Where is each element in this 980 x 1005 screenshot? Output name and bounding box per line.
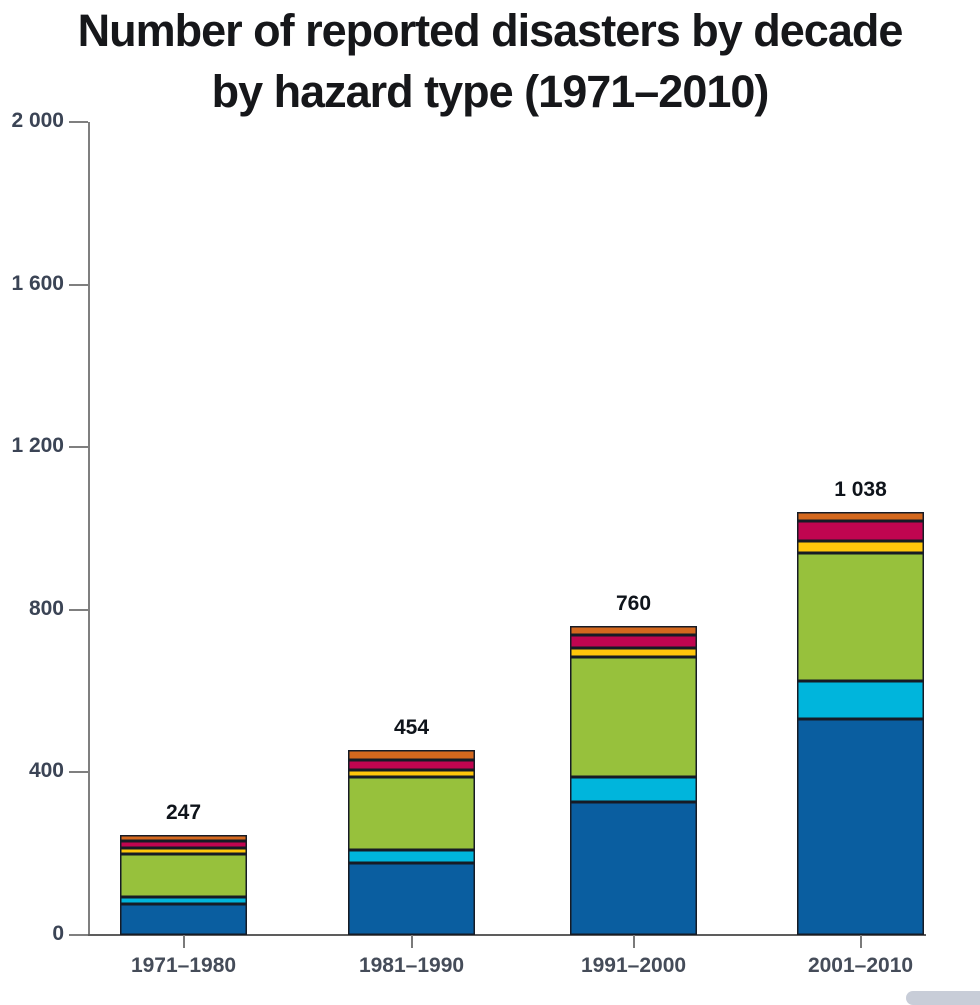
x-axis-line	[88, 934, 926, 936]
y-tick-label: 1 600	[11, 271, 64, 295]
bar-segment-green-segment	[348, 777, 475, 850]
bar-segment-dark-blue-segment	[570, 802, 697, 935]
bar-segment-yellow-segment	[797, 541, 924, 553]
x-tick-mark	[182, 935, 185, 948]
y-tick-mark	[69, 283, 88, 286]
bar-segment-cyan-segment	[120, 897, 247, 904]
bar-segment-dark-blue-segment	[797, 719, 924, 935]
x-tick-mark	[632, 935, 635, 948]
bar-segment-orange-segment	[348, 750, 475, 760]
bar-segment-cyan-segment	[348, 850, 475, 863]
bar-segment-yellow-segment	[120, 848, 247, 854]
bar-segment-green-segment	[570, 657, 697, 777]
bar-segment-cyan-segment	[570, 777, 697, 802]
bar-total-label: 247	[165, 801, 202, 824]
y-tick-mark	[69, 446, 88, 449]
y-tick-label: 1 200	[11, 434, 64, 458]
y-axis-line	[88, 122, 90, 935]
bottom-right-partial-element	[906, 991, 980, 1005]
y-tick-mark	[69, 934, 88, 936]
bar-segment-crimson-segment	[570, 635, 697, 648]
bar-segment-green-segment	[120, 854, 247, 897]
bar-segment-orange-segment	[120, 835, 247, 841]
y-tick-label: 800	[28, 596, 64, 620]
bar-segment-cyan-segment	[797, 681, 924, 719]
bar-segment-green-segment	[797, 553, 924, 681]
x-axis-label: 2001–2010	[807, 954, 914, 977]
chart-title-line1: Number of reported disasters by decade	[77, 5, 904, 56]
y-tick-label: 2 000	[11, 109, 64, 132]
bar-total-label: 760	[615, 592, 652, 615]
y-tick-label: 0	[52, 922, 64, 945]
bar-segment-orange-segment	[797, 512, 924, 521]
bar-segment-crimson-segment	[120, 841, 247, 848]
y-tick-mark	[69, 121, 88, 123]
x-axis-label: 1981–1990	[358, 954, 465, 977]
y-tick-mark	[69, 608, 88, 611]
x-axis-label: 1971–1980	[130, 954, 237, 977]
chart-title: Number of reported disasters by decade b…	[0, 0, 980, 122]
chart-title-line2: by hazard type (1971–2010)	[211, 66, 770, 117]
bar-segment-orange-segment	[570, 626, 697, 635]
x-tick-mark	[410, 935, 413, 948]
bar-segment-crimson-segment	[348, 760, 475, 770]
bar-segment-dark-blue-segment	[348, 863, 475, 935]
x-axis-label: 1991–2000	[580, 954, 687, 977]
bar-segment-yellow-segment	[348, 770, 475, 777]
y-tick-mark	[69, 771, 88, 774]
bar-segment-yellow-segment	[570, 648, 697, 657]
bar-total-label: 454	[393, 716, 430, 739]
bar-segment-dark-blue-segment	[120, 904, 247, 935]
y-tick-label: 400	[28, 759, 64, 783]
bar-total-label: 1 038	[834, 478, 887, 501]
x-tick-mark	[859, 935, 862, 948]
bar-segment-crimson-segment	[797, 521, 924, 541]
